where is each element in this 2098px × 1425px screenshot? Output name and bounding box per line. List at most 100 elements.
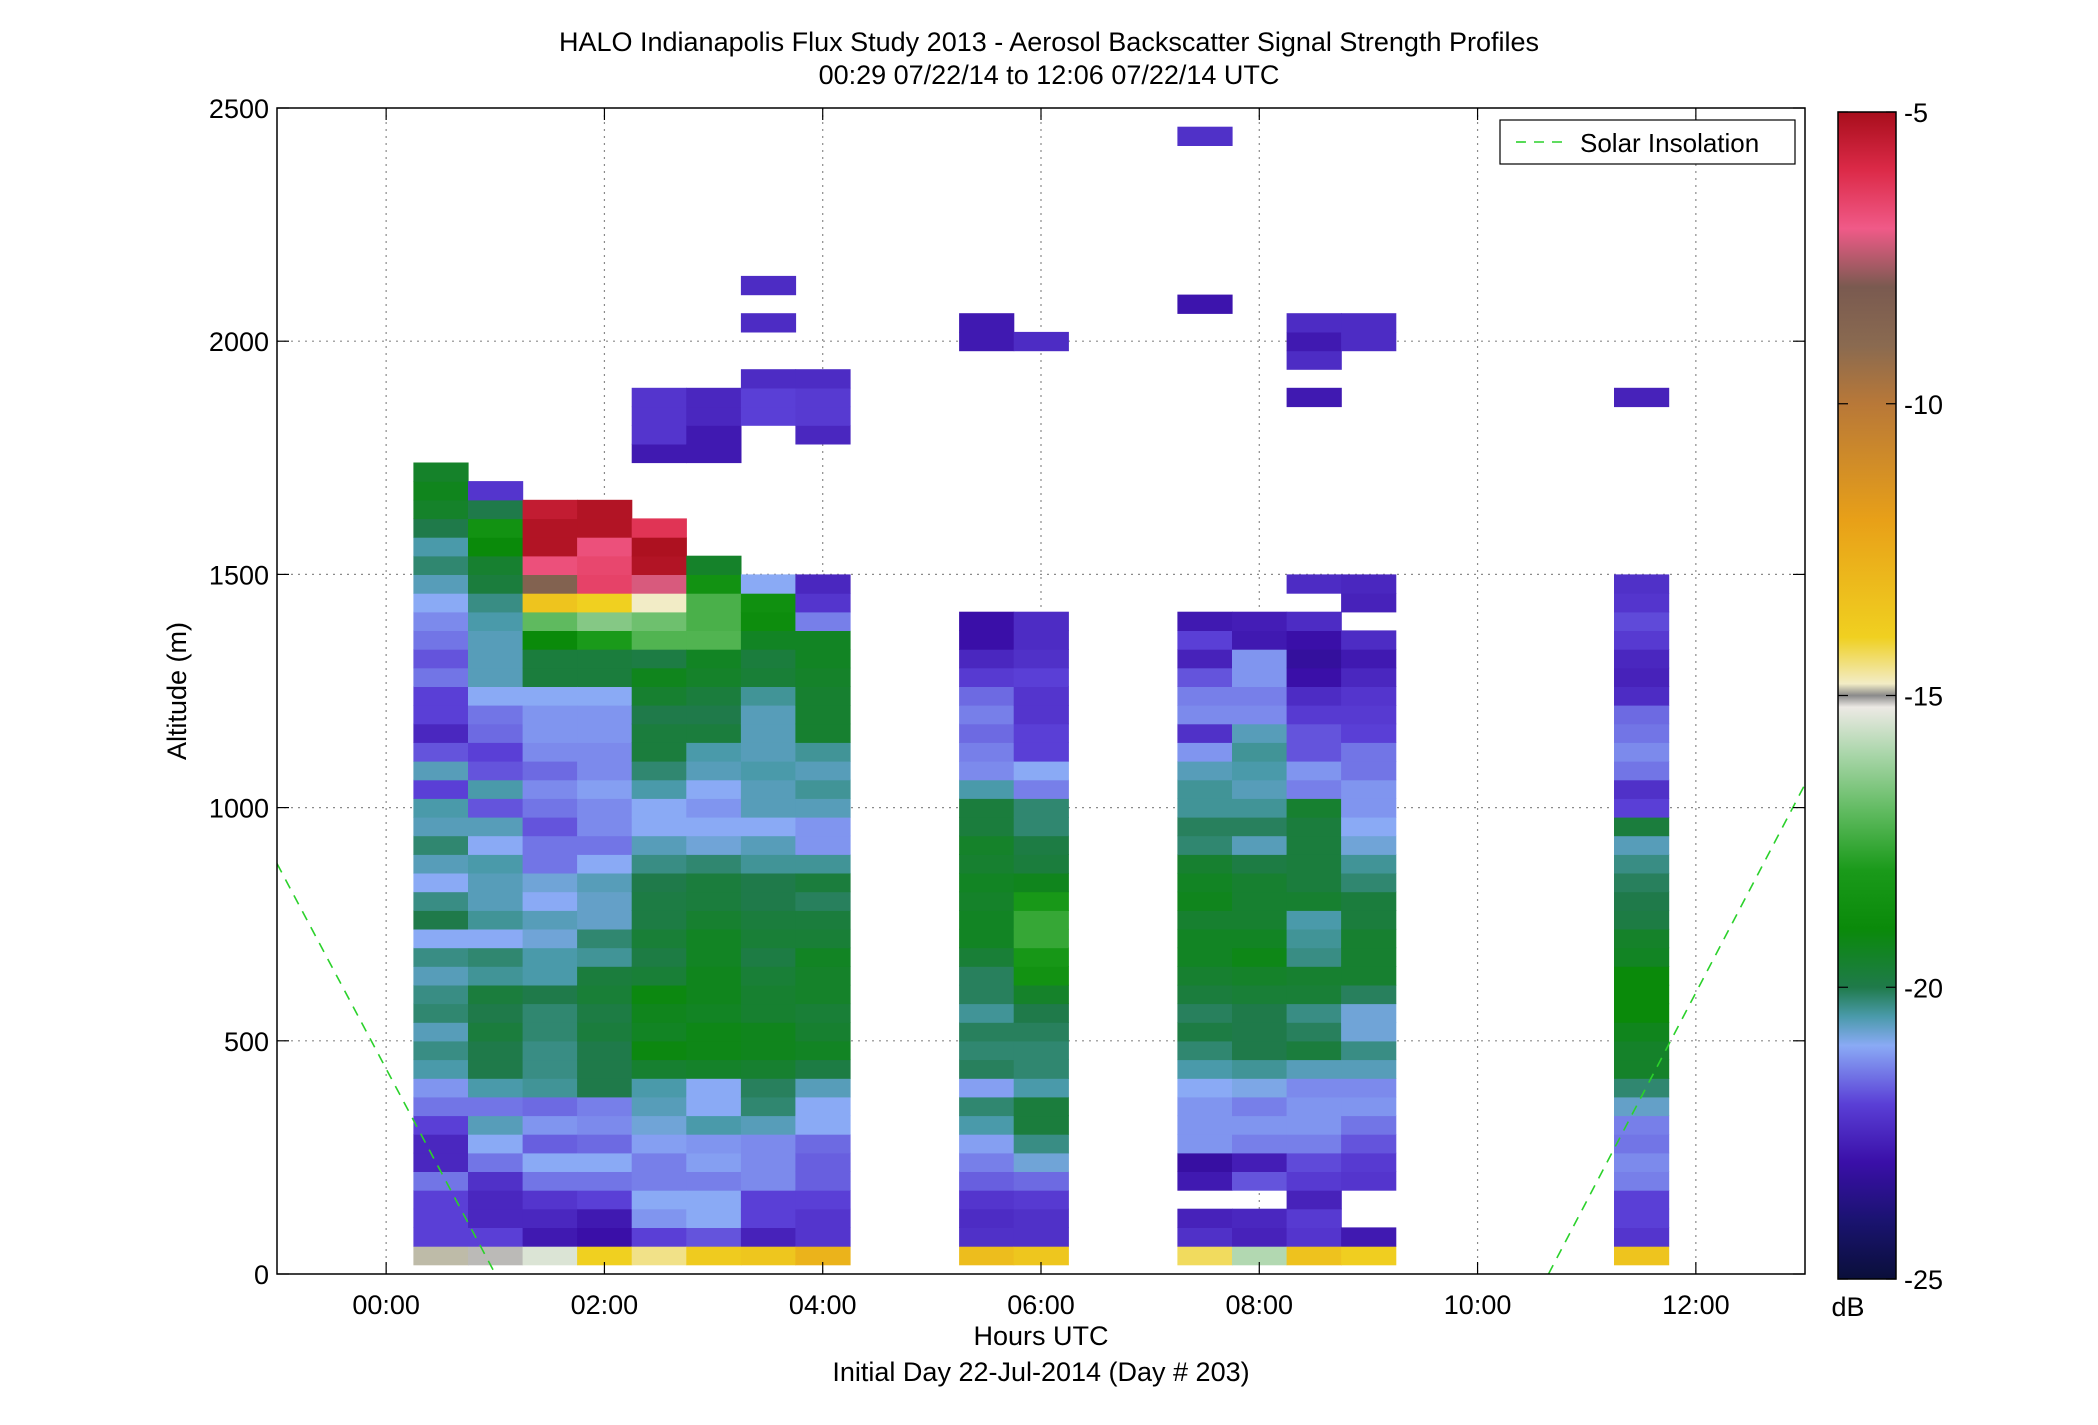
heatmap-cell — [1286, 966, 1342, 986]
heatmap-cell — [631, 593, 687, 613]
heatmap-cell — [1177, 1246, 1233, 1266]
heatmap-cell — [1232, 1171, 1288, 1191]
heatmap-cell — [631, 574, 687, 594]
heatmap-cell — [1013, 1078, 1069, 1098]
heatmap-cell — [1286, 313, 1342, 333]
heatmap-cell — [468, 630, 524, 650]
heatmap-cell — [1341, 574, 1397, 594]
heatmap-cell — [413, 1096, 469, 1117]
heatmap-cell — [1286, 854, 1342, 874]
heatmap-cell — [1286, 574, 1342, 594]
heatmap-cell — [631, 686, 687, 706]
heatmap-cell — [1341, 1040, 1397, 1061]
heatmap-cell — [468, 761, 524, 781]
heatmap-cell — [959, 705, 1015, 725]
heatmap-cell — [577, 1208, 633, 1228]
heatmap-cell — [740, 1227, 797, 1247]
heatmap-cell — [468, 1096, 524, 1117]
x-tick-label: 08:00 — [1225, 1290, 1293, 1320]
heatmap-cell — [1232, 1003, 1288, 1023]
heatmap-cell — [413, 649, 469, 669]
heatmap-cell — [795, 854, 851, 874]
colorbar-ticks: -5 -10 -15 -20 -25 — [1838, 98, 1943, 1295]
heatmap-cell — [522, 1022, 578, 1042]
heatmap-cell — [795, 406, 851, 426]
heatmap-cell — [740, 723, 797, 743]
heatmap-cell — [740, 313, 797, 333]
colorbar-tick-label: -15 — [1904, 682, 1943, 712]
heatmap-cell — [740, 854, 797, 874]
heatmap-cell — [1614, 667, 1670, 687]
x-tick-label: 00:00 — [352, 1290, 420, 1320]
heatmap-cell — [577, 1171, 633, 1191]
heatmap-cell — [795, 1208, 851, 1228]
heatmap-cell — [740, 872, 797, 893]
heatmap-cell — [522, 854, 578, 874]
heatmap-cell — [1232, 611, 1288, 631]
heatmap-cell — [1232, 816, 1288, 837]
heatmap-cell — [522, 966, 578, 986]
heatmap-cell — [1614, 1022, 1670, 1042]
heatmap-cell — [577, 1115, 633, 1135]
heatmap-cell — [1286, 723, 1342, 743]
heatmap-cell — [1614, 798, 1670, 818]
heatmap-cell — [522, 723, 578, 743]
heatmap-cell — [795, 779, 851, 799]
heatmap-cell — [1177, 686, 1233, 706]
heatmap-cell — [740, 1246, 797, 1266]
colorbar-tick-label: -25 — [1904, 1265, 1943, 1295]
heatmap-cell — [413, 1246, 469, 1266]
heatmap-cell — [1341, 872, 1397, 893]
heatmap-cell — [1614, 1190, 1670, 1210]
heatmap-cell — [1013, 1003, 1069, 1023]
heatmap-cell — [740, 779, 797, 799]
heatmap-cell — [1341, 686, 1397, 706]
heatmap-cell — [577, 1152, 633, 1172]
heatmap-cell — [686, 686, 742, 706]
heatmap-cell — [795, 1096, 851, 1117]
heatmap-cell — [631, 555, 687, 575]
heatmap-cell — [1286, 387, 1342, 408]
heatmap-cell — [1013, 761, 1069, 781]
heatmap-cell — [631, 649, 687, 669]
heatmap-cell — [413, 1152, 469, 1172]
heatmap-cell — [740, 1208, 797, 1228]
heatmap-cell — [795, 1078, 851, 1098]
heatmap-cell — [522, 574, 578, 594]
heatmap-cell — [1286, 872, 1342, 893]
heatmap-cell — [631, 910, 687, 930]
heatmap-cell — [1341, 331, 1397, 352]
heatmap-cell — [795, 1022, 851, 1042]
heatmap-cell — [686, 1115, 742, 1135]
heatmap-cell — [1232, 779, 1288, 799]
heatmap-cell — [795, 1115, 851, 1135]
heatmap-cell — [1232, 1134, 1288, 1154]
heatmap-cell — [1286, 1040, 1342, 1061]
heatmap-cell — [795, 891, 851, 911]
heatmap-cell — [577, 1059, 633, 1079]
heatmap-cell — [686, 1152, 742, 1172]
heatmap-cell — [413, 1134, 469, 1154]
heatmap-cell — [577, 798, 633, 818]
heatmap-cell — [1286, 630, 1342, 650]
heatmap-cell — [631, 928, 687, 949]
heatmap-cell — [1013, 1246, 1069, 1266]
heatmap-cell — [1177, 798, 1233, 818]
heatmap-cell — [1232, 1059, 1288, 1079]
x-tick-label: 06:00 — [1007, 1290, 1075, 1320]
heatmap-cell — [1341, 835, 1397, 855]
heatmap-cell — [1286, 1059, 1342, 1079]
heatmap-cell — [1341, 667, 1397, 687]
heatmap-cell — [1614, 1003, 1670, 1023]
heatmap-cell — [1614, 1227, 1670, 1247]
heatmap-cell — [1013, 1208, 1069, 1228]
heatmap-cell — [522, 667, 578, 687]
heatmap-cell — [1013, 1059, 1069, 1079]
heatmap-cell — [413, 928, 469, 949]
heatmap-cell — [1013, 835, 1069, 855]
heatmap-cell — [468, 1059, 524, 1079]
heatmap-cell — [959, 1134, 1015, 1154]
heatmap-cell — [631, 425, 687, 445]
heatmap-cell — [1177, 294, 1233, 314]
heatmap-cell — [686, 779, 742, 799]
